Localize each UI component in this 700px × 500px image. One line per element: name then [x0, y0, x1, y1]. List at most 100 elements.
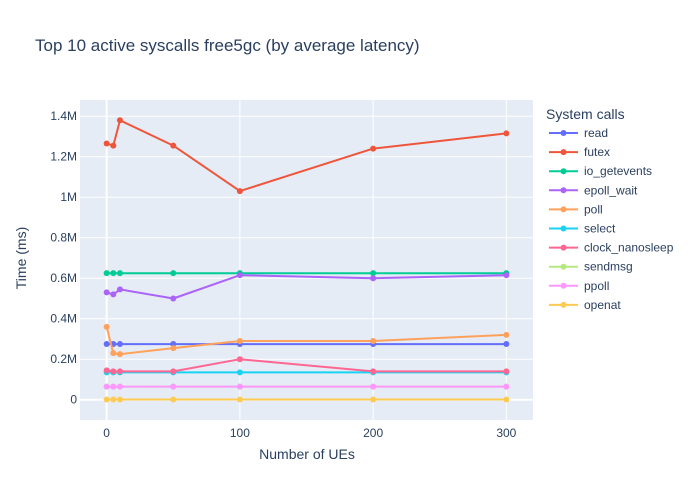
series-epoll-wait	[103, 272, 510, 302]
legend-swatch-marker	[560, 244, 567, 251]
data-point	[170, 142, 177, 149]
legend-label: poll	[584, 202, 603, 216]
y-tick-label: 1M	[60, 190, 77, 204]
data-point	[110, 368, 117, 375]
legend-item[interactable]: epoll_wait	[549, 183, 638, 197]
data-point	[116, 351, 123, 358]
legend-item[interactable]: ppoll	[549, 279, 609, 293]
data-point	[170, 295, 177, 302]
legend-swatch-marker	[560, 187, 567, 194]
data-point	[116, 286, 123, 293]
data-point	[236, 338, 243, 345]
data-point	[103, 383, 110, 390]
data-point	[236, 396, 243, 403]
legend-item[interactable]: poll	[549, 202, 603, 216]
data-point	[110, 350, 117, 357]
data-point	[503, 272, 510, 279]
legend-swatch-marker	[560, 263, 567, 270]
data-point	[116, 117, 123, 124]
data-point	[110, 291, 117, 298]
data-point	[503, 396, 510, 403]
x-tick-label: 200	[363, 426, 383, 440]
legend-label: epoll_wait	[584, 183, 638, 197]
y-tick-label: 0.8M	[50, 231, 77, 245]
data-point	[370, 368, 377, 375]
legend-label: clock_nanosleep	[584, 241, 674, 255]
series-ppoll	[103, 383, 510, 390]
data-point	[116, 383, 123, 390]
y-axis-title: Time (ms)	[13, 227, 29, 289]
y-tick-label: 0.6M	[50, 271, 77, 285]
legend-swatch-marker	[560, 168, 567, 175]
data-point	[103, 270, 110, 277]
legend-label: read	[584, 126, 608, 140]
data-point	[170, 345, 177, 352]
data-point	[103, 341, 110, 348]
data-point	[370, 383, 377, 390]
data-point	[110, 383, 117, 390]
data-point	[103, 396, 110, 403]
data-point	[116, 396, 123, 403]
data-point	[116, 341, 123, 348]
legend-label: io_getevents	[584, 164, 652, 178]
data-point	[170, 270, 177, 277]
data-point	[110, 396, 117, 403]
legend-swatch-marker	[560, 206, 567, 213]
legend-swatch-marker	[560, 130, 567, 136]
data-point	[116, 368, 123, 375]
legend-label: openat	[584, 298, 621, 312]
data-point	[116, 270, 123, 277]
y-tick-label: 1.2M	[50, 150, 77, 164]
data-point	[370, 275, 377, 282]
legend-item[interactable]: futex	[549, 145, 610, 159]
data-point	[370, 145, 377, 152]
legend-swatch-marker	[560, 282, 567, 289]
data-point	[236, 369, 243, 376]
data-point	[110, 142, 117, 149]
legend-item[interactable]: io_getevents	[549, 164, 652, 178]
y-tick-label: 1.4M	[50, 109, 77, 123]
data-point	[503, 368, 510, 375]
data-point	[503, 130, 510, 137]
data-point	[503, 331, 510, 338]
series-poll	[103, 323, 510, 358]
legend-item[interactable]: clock_nanosleep	[549, 241, 674, 255]
legend-title: System calls	[546, 106, 625, 122]
legend-swatch-marker	[560, 301, 567, 308]
data-point	[503, 383, 510, 390]
x-tick-label: 300	[496, 426, 516, 440]
data-point	[170, 396, 177, 403]
data-point	[236, 272, 243, 279]
x-tick-label: 100	[230, 426, 250, 440]
legend-swatch-marker	[560, 225, 567, 232]
series-layer	[103, 117, 510, 403]
series-clock-nanosleep	[103, 356, 510, 375]
series-openat	[103, 396, 510, 403]
data-point	[103, 289, 110, 296]
legend-label: sendmsg	[584, 260, 633, 274]
legend-label: ppoll	[584, 279, 609, 293]
plot-area	[80, 100, 533, 420]
x-axis-title: Number of UEs	[259, 446, 355, 462]
legend-swatch-marker	[560, 149, 567, 156]
legend-item[interactable]: sendmsg	[549, 260, 633, 274]
data-point	[103, 140, 110, 147]
data-point	[370, 270, 377, 277]
legend-item[interactable]: select	[549, 222, 616, 236]
legend-item[interactable]: openat	[549, 298, 621, 312]
grid	[80, 100, 533, 420]
y-tick-label: 0.4M	[50, 312, 77, 326]
data-point	[236, 356, 243, 363]
ticks: 0 100 200 300 0 0.2M 0.4M 0.6M 0.8M 1M 1.2M 1.4M	[50, 109, 516, 440]
y-tick-label: 0	[70, 393, 77, 407]
legend: System calls read futex io_getevents epoll_…	[546, 106, 674, 312]
data-point	[236, 383, 243, 390]
data-point	[236, 188, 243, 195]
data-point	[370, 338, 377, 345]
chart-title: Top 10 active syscalls free5gc (by avera…	[35, 36, 420, 55]
data-point	[170, 383, 177, 390]
data-point	[503, 341, 510, 348]
data-point	[170, 368, 177, 375]
legend-item[interactable]: read	[549, 126, 608, 140]
